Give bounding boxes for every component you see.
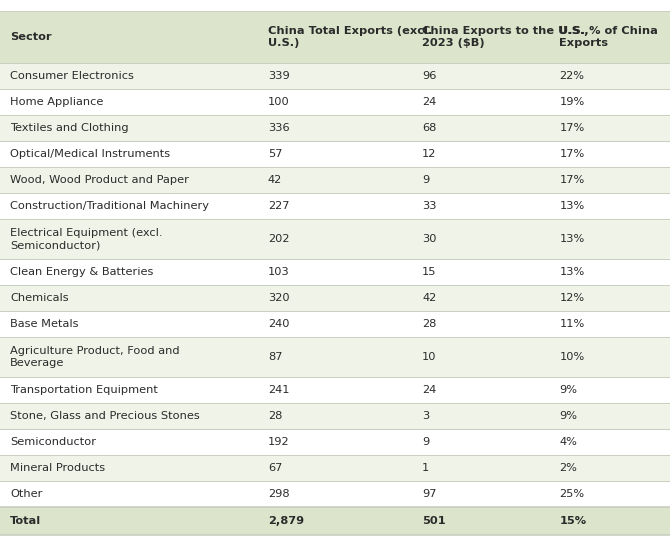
Bar <box>0 89 670 115</box>
Text: 1: 1 <box>422 463 429 473</box>
Text: 42: 42 <box>268 175 282 185</box>
Text: 240: 240 <box>268 319 289 329</box>
Text: 67: 67 <box>268 463 282 473</box>
Text: 2,879: 2,879 <box>268 516 304 526</box>
Text: 17%: 17% <box>559 123 585 133</box>
Bar <box>0 285 670 311</box>
Text: Optical/Medical Instruments: Optical/Medical Instruments <box>10 149 170 159</box>
Text: 9: 9 <box>422 175 429 185</box>
Text: 12%: 12% <box>559 293 584 303</box>
Text: 9%: 9% <box>559 385 578 395</box>
Text: 13%: 13% <box>559 234 585 244</box>
Text: 100: 100 <box>268 97 289 107</box>
Text: Other: Other <box>10 489 42 499</box>
Text: Chemicals: Chemicals <box>10 293 68 303</box>
Text: Home Appliance: Home Appliance <box>10 97 103 107</box>
Text: 202: 202 <box>268 234 289 244</box>
Text: 11%: 11% <box>559 319 585 329</box>
Text: 320: 320 <box>268 293 289 303</box>
Text: China Exports to the U.S.,
2023 ($B): China Exports to the U.S., 2023 ($B) <box>422 26 589 48</box>
Text: 298: 298 <box>268 489 289 499</box>
Text: 103: 103 <box>268 267 289 277</box>
Text: 68: 68 <box>422 123 436 133</box>
Text: Mineral Products: Mineral Products <box>10 463 105 473</box>
Text: Sector: Sector <box>10 32 52 42</box>
Text: 28: 28 <box>268 411 282 421</box>
Text: Consumer Electronics: Consumer Electronics <box>10 71 134 81</box>
Text: Electrical Equipment (excl.
Semiconductor): Electrical Equipment (excl. Semiconducto… <box>10 228 163 250</box>
Text: 241: 241 <box>268 385 289 395</box>
Text: 10%: 10% <box>559 352 585 362</box>
Text: 9%: 9% <box>559 411 578 421</box>
Text: 15%: 15% <box>559 516 586 526</box>
Text: China Total Exports (excl.
U.S.): China Total Exports (excl. U.S.) <box>268 26 432 48</box>
Text: 25%: 25% <box>559 489 584 499</box>
Text: 24: 24 <box>422 97 436 107</box>
Text: 10: 10 <box>422 352 437 362</box>
Text: Agriculture Product, Food and
Beverage: Agriculture Product, Food and Beverage <box>10 346 180 368</box>
Text: 33: 33 <box>422 201 437 211</box>
Text: 24: 24 <box>422 385 436 395</box>
Text: Wood, Wood Product and Paper: Wood, Wood Product and Paper <box>10 175 189 185</box>
Text: 97: 97 <box>422 489 437 499</box>
Text: 19%: 19% <box>559 97 585 107</box>
Bar <box>0 11 670 63</box>
Text: 30: 30 <box>422 234 437 244</box>
Text: Semiconductor: Semiconductor <box>10 437 96 447</box>
Text: 227: 227 <box>268 201 289 211</box>
Text: Total: Total <box>10 516 42 526</box>
Text: 13%: 13% <box>559 201 585 211</box>
Text: 4%: 4% <box>559 437 578 447</box>
Text: U.S. % of China
Exports: U.S. % of China Exports <box>559 26 659 48</box>
Bar <box>0 219 670 259</box>
Text: 336: 336 <box>268 123 289 133</box>
Text: 501: 501 <box>422 516 446 526</box>
Text: 17%: 17% <box>559 149 585 159</box>
Text: 192: 192 <box>268 437 289 447</box>
Text: 57: 57 <box>268 149 283 159</box>
Bar <box>0 141 670 167</box>
Bar <box>0 115 670 141</box>
Bar <box>0 455 670 481</box>
Text: Base Metals: Base Metals <box>10 319 78 329</box>
Bar <box>0 337 670 377</box>
Bar <box>0 481 670 507</box>
Bar <box>0 193 670 219</box>
Text: 87: 87 <box>268 352 283 362</box>
Text: 9: 9 <box>422 437 429 447</box>
Text: 96: 96 <box>422 71 436 81</box>
Bar <box>0 507 670 535</box>
Text: 42: 42 <box>422 293 436 303</box>
Bar <box>0 311 670 337</box>
Text: Clean Energy & Batteries: Clean Energy & Batteries <box>10 267 153 277</box>
Text: 28: 28 <box>422 319 436 329</box>
Bar <box>0 167 670 193</box>
Text: Construction/Traditional Machinery: Construction/Traditional Machinery <box>10 201 209 211</box>
Text: 2%: 2% <box>559 463 578 473</box>
Bar <box>0 429 670 455</box>
Text: 339: 339 <box>268 71 289 81</box>
Text: 15: 15 <box>422 267 437 277</box>
Bar <box>0 403 670 429</box>
Bar <box>0 377 670 403</box>
Bar <box>0 63 670 89</box>
Text: 17%: 17% <box>559 175 585 185</box>
Text: Textiles and Clothing: Textiles and Clothing <box>10 123 129 133</box>
Bar <box>0 259 670 285</box>
Text: Stone, Glass and Precious Stones: Stone, Glass and Precious Stones <box>10 411 200 421</box>
Text: 12: 12 <box>422 149 436 159</box>
Text: 22%: 22% <box>559 71 584 81</box>
Text: 3: 3 <box>422 411 429 421</box>
Text: Transportation Equipment: Transportation Equipment <box>10 385 158 395</box>
Text: 13%: 13% <box>559 267 585 277</box>
